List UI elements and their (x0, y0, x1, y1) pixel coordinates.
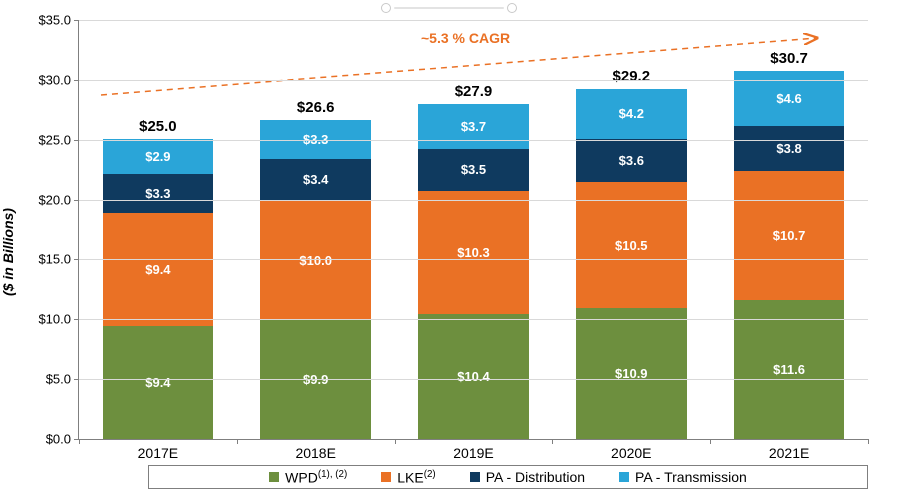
bar-total-label: $26.6 (297, 99, 335, 120)
y-tick-label: $10.0 (38, 312, 79, 327)
bar-total-label: $29.2 (613, 68, 651, 89)
legend-label: WPD(1), (2) (285, 469, 347, 486)
bar-column: $11.6$10.7$3.8$4.6$30.72021E (734, 71, 845, 439)
gridline (79, 319, 868, 320)
y-tick-label: $35.0 (38, 13, 79, 28)
bar-segment-padist: $3.5 (418, 149, 529, 191)
bar-total-label: $30.7 (770, 50, 808, 71)
y-tick-label: $20.0 (38, 192, 79, 207)
bar-segment-patx: $2.9 (103, 139, 214, 174)
x-tick-mark (79, 439, 80, 444)
legend-swatch (381, 472, 391, 482)
decorative-handle (381, 3, 517, 13)
legend-item-lke: LKE(2) (381, 469, 435, 486)
x-tick-mark (552, 439, 553, 444)
bar-segment-patx: $4.2 (576, 89, 687, 139)
legend-label: PA - Distribution (486, 469, 585, 485)
y-tick-label: $0.0 (46, 432, 79, 447)
x-tick-label: 2020E (611, 439, 651, 461)
x-tick-label: 2019E (453, 439, 493, 461)
bar-segment-wpd: $10.4 (418, 314, 529, 439)
bar-total-label: $25.0 (139, 118, 177, 139)
x-tick-label: 2017E (138, 439, 178, 461)
bar-segment-wpd: $10.9 (576, 308, 687, 439)
gridline (79, 20, 868, 21)
legend-swatch (269, 472, 279, 482)
gridline (79, 259, 868, 260)
bar-segment-lke: $10.3 (418, 191, 529, 315)
bar-column: $10.4$10.3$3.5$3.7$27.92019E (418, 104, 529, 439)
gridline (79, 80, 868, 81)
bar-segment-lke: $9.4 (103, 213, 214, 326)
x-tick-label: 2021E (769, 439, 809, 461)
bars-container: $9.4$9.4$3.3$2.9$25.02017E $9.9$10.0$3.4$… (79, 20, 868, 439)
legend-item-padist: PA - Distribution (470, 469, 585, 485)
bar-segment-padist: $3.8 (734, 126, 845, 172)
legend-label: PA - Transmission (635, 469, 747, 485)
bar-segment-padist: $3.6 (576, 139, 687, 182)
legend-swatch (619, 472, 629, 482)
bar-segment-wpd: $11.6 (734, 300, 845, 439)
x-tick-mark (237, 439, 238, 444)
bar-segment-wpd: $9.4 (103, 326, 214, 439)
bar-segment-padist: $3.3 (103, 174, 214, 214)
y-tick-label: $25.0 (38, 132, 79, 147)
y-tick-label: $30.0 (38, 72, 79, 87)
x-tick-label: 2018E (295, 439, 335, 461)
gridline (79, 379, 868, 380)
bar-column: $10.9$10.5$3.6$4.2$29.22020E (576, 89, 687, 439)
bar-segment-lke: $10.5 (576, 182, 687, 308)
legend-item-patx: PA - Transmission (619, 469, 747, 485)
bar-segment-lke: $10.7 (734, 171, 845, 299)
legend-label: LKE(2) (397, 469, 435, 486)
bar-column: $9.9$10.0$3.4$3.3$26.62018E (260, 120, 371, 439)
chart-plot-area: $9.4$9.4$3.3$2.9$25.02017E $9.9$10.0$3.4$… (78, 20, 868, 440)
y-axis-label: ($ in Billions) (0, 208, 16, 296)
x-tick-mark (868, 439, 869, 444)
x-tick-mark (710, 439, 711, 444)
gridline (79, 200, 868, 201)
bar-column: $9.4$9.4$3.3$2.9$25.02017E (103, 139, 214, 439)
bar-total-label: $27.9 (455, 83, 493, 104)
legend-item-wpd: WPD(1), (2) (269, 469, 347, 486)
gridline (79, 140, 868, 141)
y-tick-label: $15.0 (38, 252, 79, 267)
legend-swatch (470, 472, 480, 482)
chart-legend: WPD(1), (2) LKE(2) PA - Distribution PA - T… (148, 465, 868, 489)
bar-segment-patx: $3.7 (418, 104, 529, 148)
bar-segment-padist: $3.4 (260, 159, 371, 200)
y-tick-label: $5.0 (46, 372, 79, 387)
cagr-label: ~5.3 % CAGR (421, 30, 510, 46)
x-tick-mark (395, 439, 396, 444)
